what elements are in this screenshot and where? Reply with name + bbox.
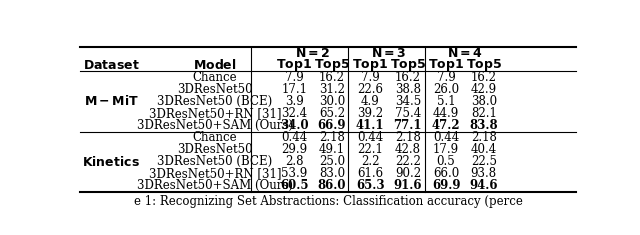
Text: 86.0: 86.0 bbox=[317, 180, 346, 192]
Text: 3DResNet50+RN [31]: 3DResNet50+RN [31] bbox=[148, 167, 281, 180]
Text: 22.2: 22.2 bbox=[395, 155, 420, 168]
Text: 22.1: 22.1 bbox=[357, 143, 383, 156]
Text: $\mathbf{Top1}$: $\mathbf{Top1}$ bbox=[276, 57, 312, 73]
Text: 3DResNet50+SAM (Ours): 3DResNet50+SAM (Ours) bbox=[137, 180, 293, 192]
Text: 91.6: 91.6 bbox=[394, 180, 422, 192]
Text: $\mathbf{Top1}$: $\mathbf{Top1}$ bbox=[352, 57, 388, 73]
Text: $\mathbf{M-MiT}$: $\mathbf{M-MiT}$ bbox=[84, 94, 139, 109]
Text: $\mathbf{N = 2}$: $\mathbf{N = 2}$ bbox=[296, 47, 331, 60]
Text: $\mathbf{Top5}$: $\mathbf{Top5}$ bbox=[466, 57, 502, 73]
Text: 2.18: 2.18 bbox=[471, 131, 497, 144]
Text: 66.9: 66.9 bbox=[317, 119, 346, 132]
Text: 3.9: 3.9 bbox=[285, 95, 303, 108]
Text: 93.8: 93.8 bbox=[470, 167, 497, 180]
Text: 90.2: 90.2 bbox=[395, 167, 421, 180]
Text: $\mathbf{Dataset}$: $\mathbf{Dataset}$ bbox=[83, 59, 140, 72]
Text: 17.9: 17.9 bbox=[433, 143, 459, 156]
Text: 26.0: 26.0 bbox=[433, 83, 459, 96]
Text: 2.18: 2.18 bbox=[319, 131, 345, 144]
Text: 40.4: 40.4 bbox=[470, 143, 497, 156]
Text: 0.44: 0.44 bbox=[281, 131, 307, 144]
Text: 34.0: 34.0 bbox=[280, 119, 308, 132]
Text: 44.9: 44.9 bbox=[433, 107, 459, 120]
Text: 38.0: 38.0 bbox=[470, 95, 497, 108]
Text: 83.0: 83.0 bbox=[319, 167, 345, 180]
Text: 16.2: 16.2 bbox=[319, 71, 345, 84]
Text: $\mathbf{Top5}$: $\mathbf{Top5}$ bbox=[390, 57, 426, 73]
Text: 3DResNet50 (BCE): 3DResNet50 (BCE) bbox=[157, 95, 273, 108]
Text: $\mathbf{Top5}$: $\mathbf{Top5}$ bbox=[314, 57, 350, 73]
Text: Chance: Chance bbox=[193, 71, 237, 84]
Text: 3DResNet50: 3DResNet50 bbox=[177, 143, 253, 156]
Text: 0.44: 0.44 bbox=[433, 131, 459, 144]
Text: 7.9: 7.9 bbox=[285, 71, 303, 84]
Text: 17.1: 17.1 bbox=[281, 83, 307, 96]
Text: 82.1: 82.1 bbox=[471, 107, 497, 120]
Text: 65.3: 65.3 bbox=[356, 180, 385, 192]
Text: Chance: Chance bbox=[193, 131, 237, 144]
Text: 47.2: 47.2 bbox=[432, 119, 460, 132]
Text: 2.8: 2.8 bbox=[285, 155, 303, 168]
Text: 83.8: 83.8 bbox=[469, 119, 498, 132]
Text: 25.0: 25.0 bbox=[319, 155, 345, 168]
Text: 0.44: 0.44 bbox=[357, 131, 383, 144]
Text: $\mathbf{Model}$: $\mathbf{Model}$ bbox=[193, 58, 237, 72]
Text: 16.2: 16.2 bbox=[395, 71, 421, 84]
Text: 60.5: 60.5 bbox=[280, 180, 308, 192]
Text: 22.5: 22.5 bbox=[471, 155, 497, 168]
Text: 65.2: 65.2 bbox=[319, 107, 345, 120]
Text: 5.1: 5.1 bbox=[436, 95, 456, 108]
Text: 32.4: 32.4 bbox=[281, 107, 307, 120]
Text: 2.18: 2.18 bbox=[395, 131, 420, 144]
Text: 49.1: 49.1 bbox=[319, 143, 345, 156]
Text: 34.5: 34.5 bbox=[395, 95, 421, 108]
Text: 3DResNet50+RN [31]: 3DResNet50+RN [31] bbox=[148, 107, 281, 120]
Text: 94.6: 94.6 bbox=[470, 180, 498, 192]
Text: 38.8: 38.8 bbox=[395, 83, 421, 96]
Text: 31.2: 31.2 bbox=[319, 83, 345, 96]
Text: 7.9: 7.9 bbox=[361, 71, 380, 84]
Text: 69.9: 69.9 bbox=[432, 180, 460, 192]
Text: 0.5: 0.5 bbox=[436, 155, 456, 168]
Text: 3DResNet50 (BCE): 3DResNet50 (BCE) bbox=[157, 155, 273, 168]
Text: 30.0: 30.0 bbox=[319, 95, 345, 108]
Text: $\mathbf{N = 3}$: $\mathbf{N = 3}$ bbox=[371, 47, 407, 60]
Text: 16.2: 16.2 bbox=[471, 71, 497, 84]
Text: 66.0: 66.0 bbox=[433, 167, 459, 180]
Text: 77.1: 77.1 bbox=[394, 119, 422, 132]
Text: $\mathbf{N = 4}$: $\mathbf{N = 4}$ bbox=[447, 47, 483, 60]
Text: 75.4: 75.4 bbox=[395, 107, 421, 120]
Text: 42.9: 42.9 bbox=[470, 83, 497, 96]
Text: 22.6: 22.6 bbox=[357, 83, 383, 96]
Text: 29.9: 29.9 bbox=[281, 143, 307, 156]
Text: 3DResNet50+SAM (Ours): 3DResNet50+SAM (Ours) bbox=[137, 119, 293, 132]
Text: $\mathbf{Top1}$: $\mathbf{Top1}$ bbox=[428, 57, 464, 73]
Text: 7.9: 7.9 bbox=[436, 71, 456, 84]
Text: e 1: Recognizing Set Abstractions: Classification accuracy (perce: e 1: Recognizing Set Abstractions: Class… bbox=[134, 195, 522, 208]
Text: 41.1: 41.1 bbox=[356, 119, 385, 132]
Text: 39.2: 39.2 bbox=[357, 107, 383, 120]
Text: 4.9: 4.9 bbox=[361, 95, 380, 108]
Text: 3DResNet50: 3DResNet50 bbox=[177, 83, 253, 96]
Text: $\mathbf{Kinetics}$: $\mathbf{Kinetics}$ bbox=[83, 155, 140, 169]
Text: 53.9: 53.9 bbox=[281, 167, 307, 180]
Text: 61.6: 61.6 bbox=[357, 167, 383, 180]
Text: 42.8: 42.8 bbox=[395, 143, 421, 156]
Text: 2.2: 2.2 bbox=[361, 155, 380, 168]
